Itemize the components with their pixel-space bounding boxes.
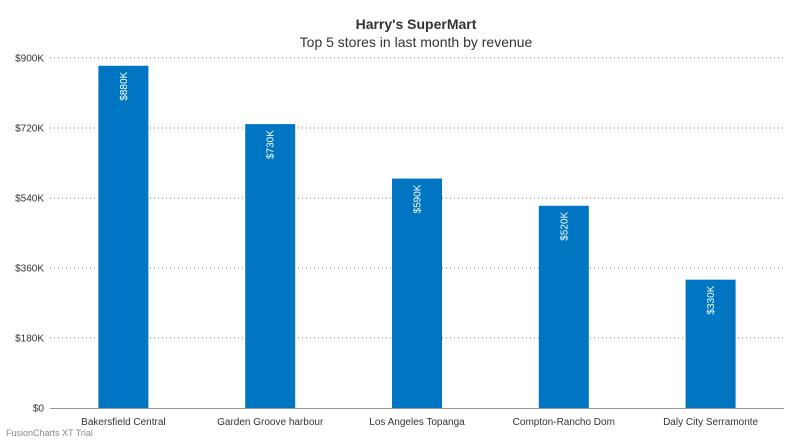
x-tick-label: Compton-Rancho Dom xyxy=(513,417,615,428)
y-tick-label: $180K xyxy=(15,334,44,345)
x-axis: Bakersfield Central Garden Groove harbour… xyxy=(50,408,784,428)
y-tick-label: $0 xyxy=(33,404,45,415)
data-label: $330K xyxy=(706,285,717,314)
data-label: $590K xyxy=(413,184,424,213)
x-tick-label: Garden Groove harbour xyxy=(217,417,324,428)
bar[interactable] xyxy=(538,205,589,408)
x-tick-label: Bakersfield Central xyxy=(81,417,165,428)
chart-subtitle: Top 5 stores in last month by revenue xyxy=(300,34,533,50)
bar[interactable] xyxy=(685,279,736,408)
y-tick-label: $900K xyxy=(15,54,44,65)
x-tick-label: Daly City Serramonte xyxy=(663,417,758,428)
bar[interactable] xyxy=(245,124,296,408)
y-axis: $0 $180K $360K $540K $720K $900K xyxy=(15,54,44,415)
chart-title: Harry's SuperMart xyxy=(356,16,477,32)
bars: $880K $730K $590K $520K $330K xyxy=(98,65,736,409)
data-label: $520K xyxy=(559,211,570,240)
data-label: $730K xyxy=(266,130,277,159)
y-tick-label: $540K xyxy=(15,194,44,205)
data-label: $880K xyxy=(119,71,130,100)
y-tick-label: $720K xyxy=(15,124,44,135)
bar[interactable] xyxy=(98,65,149,409)
bar[interactable] xyxy=(392,178,442,408)
y-tick-label: $360K xyxy=(15,264,44,275)
watermark-text: FusionCharts XT Trial xyxy=(6,428,93,438)
x-tick-label: Los Angeles Topanga xyxy=(369,417,465,428)
